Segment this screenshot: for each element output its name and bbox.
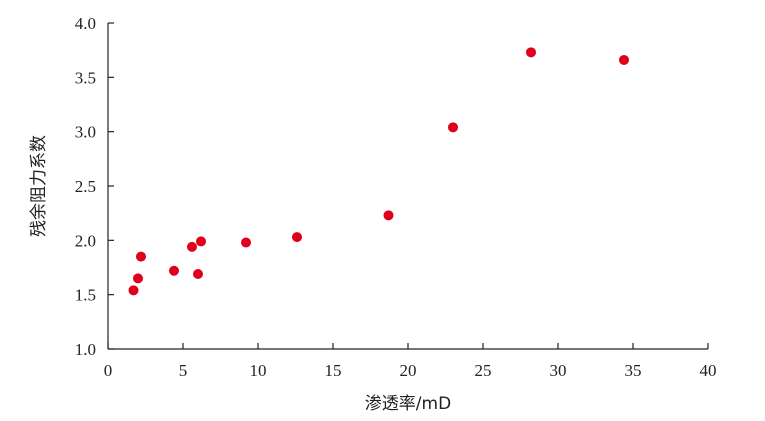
- data-point: [169, 265, 179, 276]
- x-tick-label: 10: [250, 361, 267, 380]
- x-tick-label: 20: [400, 361, 417, 380]
- x-tick-label: 35: [625, 361, 642, 380]
- data-point: [133, 273, 143, 284]
- data-point: [196, 236, 206, 247]
- y-axis-title: 残余阻力系数: [29, 135, 49, 237]
- y-tick-label: 2.5: [75, 177, 96, 196]
- y-tick-label: 3.0: [75, 123, 96, 142]
- data-point: [136, 251, 146, 262]
- data-point: [619, 54, 629, 65]
- y-tick-label: 1.0: [75, 340, 96, 359]
- ticks: 0 5 10 15 20 25 30 35 40 1.0 1.5 2.0 2.5 3.0 3.5 4.0: [75, 14, 717, 380]
- x-tick-label: 25: [475, 361, 492, 380]
- data-point: [193, 269, 203, 280]
- y-tick-label: 4.0: [75, 14, 96, 33]
- x-tick-label: 40: [700, 361, 717, 380]
- data-point: [383, 210, 394, 221]
- y-tick-label: 2.0: [75, 231, 96, 250]
- x-tick-label: 5: [179, 361, 188, 380]
- x-tick-label: 30: [550, 361, 567, 380]
- data-point: [448, 122, 458, 133]
- data-point: [526, 47, 536, 58]
- x-tick-label: 15: [325, 361, 342, 380]
- x-axis-title: 渗透率/mD: [365, 394, 451, 414]
- y-tick-label: 1.5: [75, 286, 96, 305]
- data-point: [128, 285, 139, 296]
- data-point: [292, 232, 302, 243]
- axes: [107, 23, 708, 350]
- x-tick-label: 0: [104, 361, 113, 380]
- data-point: [187, 241, 197, 252]
- data-point: [241, 237, 251, 248]
- data-points: [128, 47, 629, 296]
- y-tick-label: 3.5: [75, 68, 96, 87]
